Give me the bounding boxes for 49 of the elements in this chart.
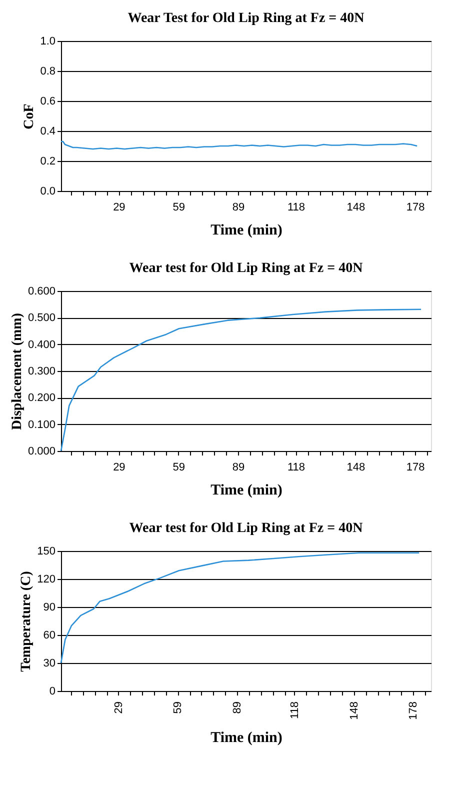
x-axis-title: Time (min) <box>210 222 282 238</box>
x-tick-label: 29 <box>113 462 126 474</box>
y-tick-label: 0 <box>49 686 56 698</box>
y-tick-label: 0.4 <box>40 126 56 138</box>
y-tick-label: 0.000 <box>28 446 56 458</box>
y-tick-label: 60 <box>43 630 56 642</box>
x-tick-label: 59 <box>172 702 184 714</box>
y-tick-label: 0.600 <box>28 286 56 298</box>
x-tick-label: 29 <box>113 202 126 214</box>
line-series <box>60 140 418 150</box>
x-tick-label: 59 <box>172 462 185 474</box>
x-tick-label: 148 <box>346 462 366 474</box>
line-series <box>60 308 422 452</box>
y-tick-label: 0.8 <box>40 66 56 78</box>
x-axis-title: Time (min) <box>210 482 282 498</box>
y-tick-label: 30 <box>43 658 56 670</box>
x-tick-label: 178 <box>406 462 425 474</box>
x-tick-label: 89 <box>232 702 244 714</box>
x-tick-label: 29 <box>112 702 125 714</box>
y-tick-label: 0.6 <box>40 96 56 108</box>
y-tick-label: 90 <box>43 602 56 614</box>
y-tick-label: 120 <box>37 574 56 586</box>
chart-title: Wear test for Old Lip Ring at Fz = 40N <box>129 521 363 536</box>
x-tick-label: 89 <box>232 462 245 474</box>
x-axis-title: Time (min) <box>210 730 282 746</box>
x-tick-label: 118 <box>287 202 306 214</box>
y-axis-title: CoF <box>22 104 38 130</box>
y-tick-label: 1.0 <box>40 36 56 48</box>
x-tick-label: 118 <box>288 702 301 720</box>
x-tick-label: 118 <box>287 462 306 474</box>
x-tick-label: 148 <box>346 202 366 214</box>
y-tick-label: 0.200 <box>28 392 56 404</box>
y-tick-label: 0.300 <box>28 366 56 378</box>
y-axis-title: Displacement (mm) <box>10 312 25 430</box>
x-tick-label: 59 <box>172 202 185 214</box>
x-tick-label: 148 <box>348 702 360 720</box>
chart-title: Wear Test for Old Lip Ring at Fz = 40N <box>128 11 364 26</box>
x-tick-label: 178 <box>408 702 420 720</box>
line-series <box>60 552 420 664</box>
x-tick-label: 178 <box>406 202 425 214</box>
y-tick-label: 0.0 <box>40 186 56 198</box>
y-axis-title: Temperature (C) <box>19 570 34 672</box>
y-tick-label: 0.2 <box>40 156 56 168</box>
y-tick-label: 0.400 <box>28 338 56 351</box>
y-tick-label: 0.100 <box>28 418 56 431</box>
y-tick-label: 150 <box>37 546 56 558</box>
x-tick-label: 89 <box>232 202 245 214</box>
y-tick-label: 0.500 <box>28 312 56 324</box>
chart-title: Wear test for Old Lip Ring at Fz = 40N <box>129 261 363 276</box>
